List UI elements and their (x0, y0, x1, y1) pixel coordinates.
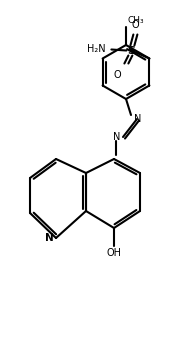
Text: S: S (127, 45, 135, 56)
Text: O: O (114, 69, 121, 80)
Text: OH: OH (106, 248, 122, 258)
Text: N: N (45, 233, 54, 243)
Text: O: O (132, 19, 139, 30)
Text: H₂N: H₂N (87, 44, 105, 55)
Text: N: N (113, 132, 120, 142)
Text: N: N (134, 114, 141, 124)
Text: CH₃: CH₃ (127, 16, 144, 25)
